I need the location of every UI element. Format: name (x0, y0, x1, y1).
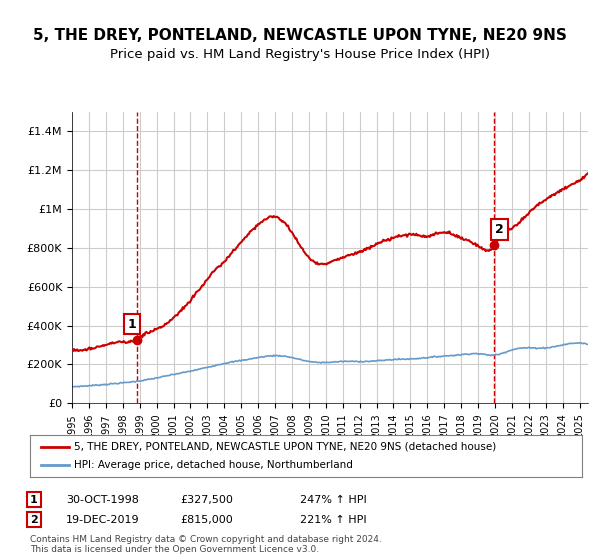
Text: 2: 2 (30, 515, 38, 525)
Text: 19-DEC-2019: 19-DEC-2019 (66, 515, 140, 525)
Text: 247% ↑ HPI: 247% ↑ HPI (300, 494, 367, 505)
Text: 2: 2 (495, 223, 504, 236)
Text: 5, THE DREY, PONTELAND, NEWCASTLE UPON TYNE, NE20 9NS: 5, THE DREY, PONTELAND, NEWCASTLE UPON T… (33, 28, 567, 43)
Text: Contains HM Land Registry data © Crown copyright and database right 2024.
This d: Contains HM Land Registry data © Crown c… (30, 535, 382, 554)
Text: £327,500: £327,500 (180, 494, 233, 505)
Text: Price paid vs. HM Land Registry's House Price Index (HPI): Price paid vs. HM Land Registry's House … (110, 48, 490, 60)
Text: £815,000: £815,000 (180, 515, 233, 525)
Text: 5, THE DREY, PONTELAND, NEWCASTLE UPON TYNE, NE20 9NS (detached house): 5, THE DREY, PONTELAND, NEWCASTLE UPON T… (74, 442, 496, 452)
Text: 1: 1 (127, 318, 136, 330)
Text: 1: 1 (30, 494, 38, 505)
Text: 30-OCT-1998: 30-OCT-1998 (66, 494, 139, 505)
Text: 221% ↑ HPI: 221% ↑ HPI (300, 515, 367, 525)
Text: HPI: Average price, detached house, Northumberland: HPI: Average price, detached house, Nort… (74, 460, 353, 470)
